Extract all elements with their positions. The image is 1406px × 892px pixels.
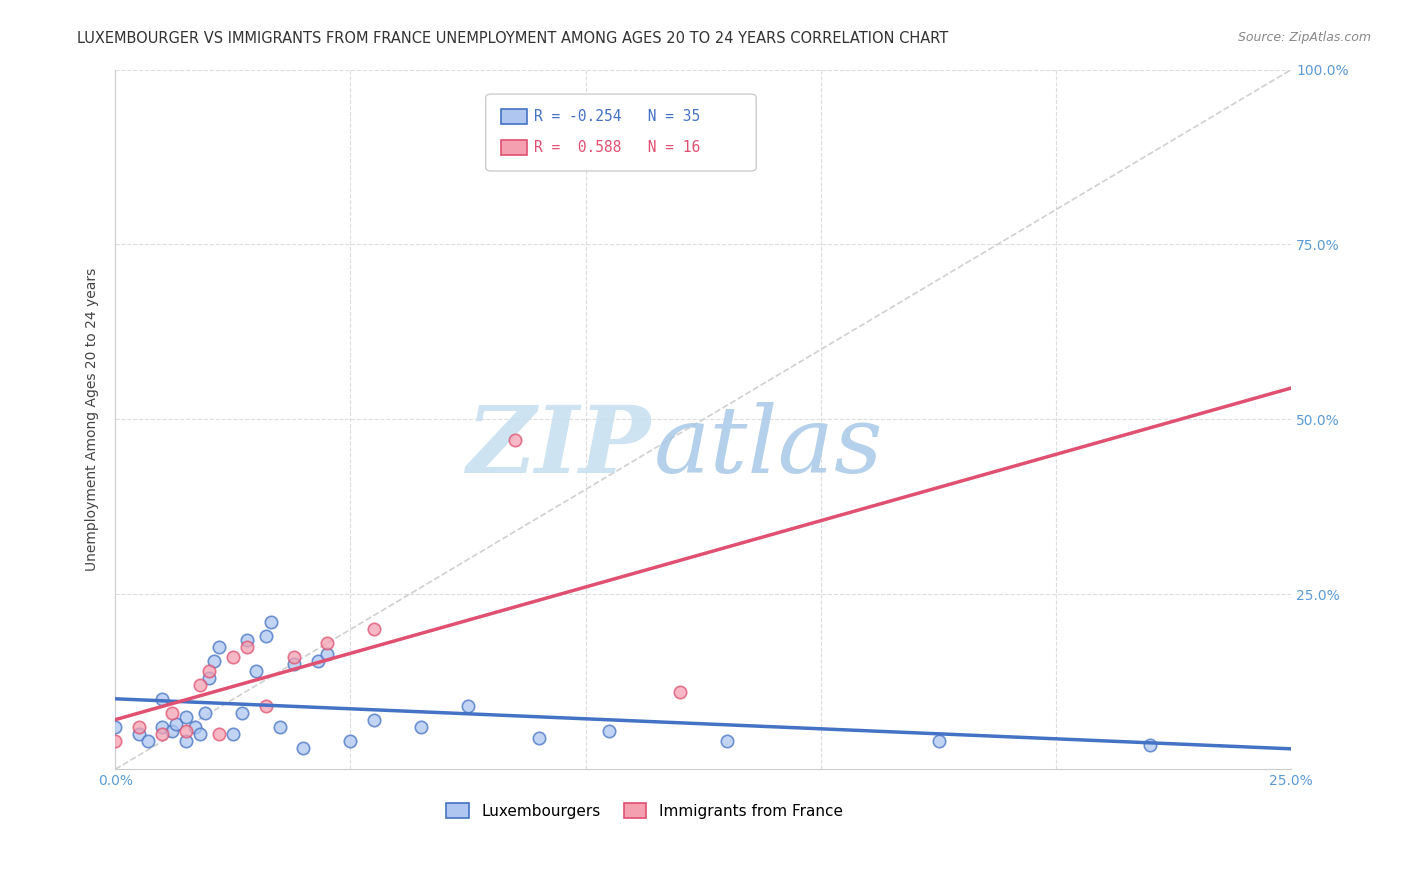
Legend: Luxembourgers, Immigrants from France: Luxembourgers, Immigrants from France: [440, 797, 849, 824]
Point: [307, 654, 329, 668]
Point: [245, 665, 267, 679]
Text: LUXEMBOURGER VS IMMIGRANTS FROM FRANCE UNEMPLOYMENT AMONG AGES 20 TO 24 YEARS CO: LUXEMBOURGER VS IMMIGRANTS FROM FRANCE U…: [77, 31, 949, 46]
Point: [457, 699, 479, 714]
Y-axis label: Unemployment Among Ages 20 to 24 years: Unemployment Among Ages 20 to 24 years: [86, 268, 100, 571]
Point: [339, 734, 361, 748]
Point: [527, 731, 550, 745]
Point: [150, 692, 173, 706]
Text: Source: ZipAtlas.com: Source: ZipAtlas.com: [1237, 31, 1371, 45]
Text: atlas: atlas: [654, 402, 883, 492]
Point: [104, 720, 127, 734]
Point: [283, 657, 305, 672]
Point: [136, 734, 159, 748]
Text: ZIP: ZIP: [467, 402, 651, 492]
Point: [222, 650, 245, 665]
Point: [184, 720, 207, 734]
Point: [194, 706, 217, 721]
Text: R =  0.588   N = 16: R = 0.588 N = 16: [534, 140, 700, 154]
Point: [928, 734, 950, 748]
Point: [150, 727, 173, 741]
Point: [165, 716, 187, 731]
Point: [128, 720, 150, 734]
Point: [174, 710, 197, 724]
Point: [231, 706, 253, 721]
Point: [254, 699, 277, 714]
Point: [259, 615, 281, 630]
Point: [409, 720, 432, 734]
Point: [363, 714, 385, 728]
Point: [503, 434, 526, 448]
Point: [198, 665, 221, 679]
Point: [254, 629, 277, 643]
Point: [128, 727, 150, 741]
Point: [174, 723, 197, 738]
Point: [269, 720, 291, 734]
Point: [160, 723, 183, 738]
Text: R = -0.254   N = 35: R = -0.254 N = 35: [534, 109, 700, 124]
Point: [208, 727, 231, 741]
Point: [236, 640, 259, 654]
Point: [104, 734, 127, 748]
Point: [668, 685, 690, 699]
Point: [198, 671, 221, 685]
Point: [202, 654, 225, 668]
Point: [208, 640, 231, 654]
FancyBboxPatch shape: [501, 139, 527, 155]
Point: [598, 723, 620, 738]
FancyBboxPatch shape: [485, 94, 756, 171]
Point: [316, 647, 339, 661]
Point: [236, 632, 259, 647]
Point: [188, 727, 211, 741]
Point: [716, 734, 738, 748]
Point: [174, 734, 197, 748]
Point: [292, 741, 315, 756]
Point: [316, 636, 339, 650]
Point: [363, 623, 385, 637]
Point: [1139, 738, 1161, 752]
FancyBboxPatch shape: [501, 109, 527, 124]
Point: [160, 706, 183, 721]
Point: [283, 650, 305, 665]
Point: [188, 678, 211, 692]
Point: [150, 720, 173, 734]
Point: [222, 727, 245, 741]
